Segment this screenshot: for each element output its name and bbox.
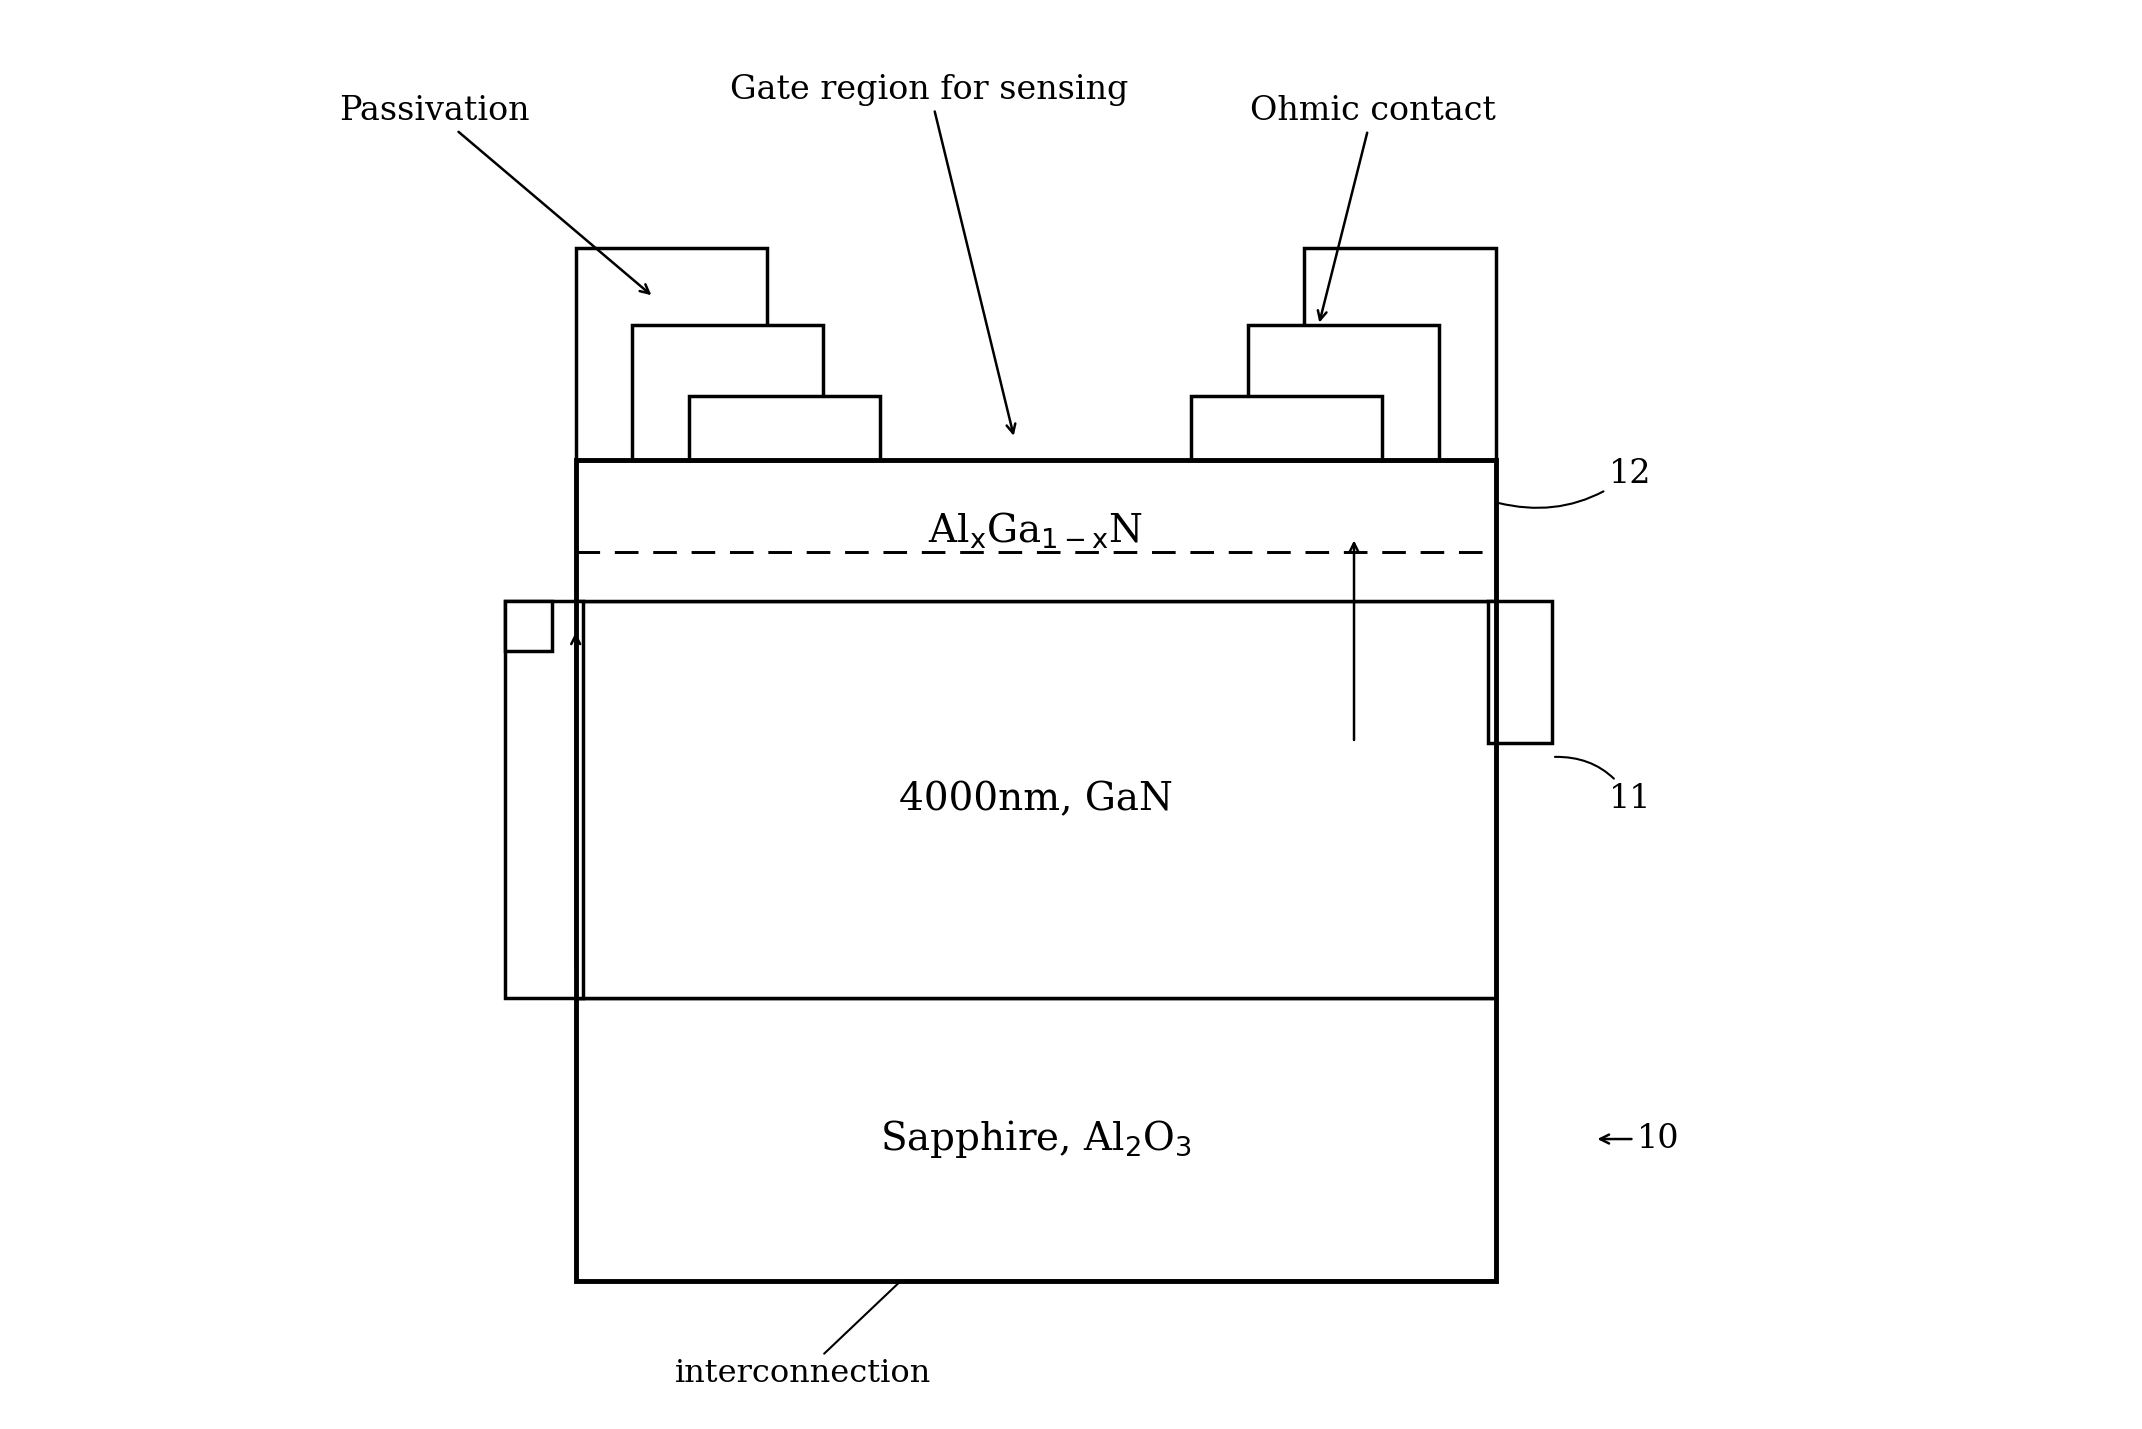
Bar — [1304, 247, 1495, 460]
Bar — [1191, 396, 1382, 460]
Text: Passivation: Passivation — [338, 96, 649, 293]
Text: Sapphire, Al$_2$O$_3$: Sapphire, Al$_2$O$_3$ — [880, 1117, 1191, 1160]
Bar — [576, 997, 1495, 1280]
Bar — [576, 602, 1495, 997]
Text: 12: 12 — [1497, 457, 1651, 507]
Bar — [690, 396, 880, 460]
Bar — [1489, 602, 1553, 743]
Text: Al$_\mathrm{x}$Ga$_\mathrm{1-x}$N: Al$_\mathrm{x}$Ga$_\mathrm{1-x}$N — [927, 510, 1144, 550]
Text: Gate region for sensing: Gate region for sensing — [730, 74, 1129, 433]
Bar — [576, 247, 767, 460]
Text: Ohmic contact: Ohmic contact — [1249, 96, 1495, 320]
Bar — [576, 460, 1495, 1280]
Text: 10: 10 — [1600, 1123, 1679, 1155]
Bar — [632, 326, 823, 460]
Bar — [576, 460, 1495, 602]
Text: interconnection: interconnection — [675, 1282, 932, 1389]
Text: 4000nm, GaN: 4000nm, GaN — [900, 780, 1172, 817]
Text: 11: 11 — [1555, 757, 1651, 816]
Bar — [506, 602, 553, 650]
Bar — [1249, 326, 1439, 460]
Bar — [506, 602, 583, 997]
